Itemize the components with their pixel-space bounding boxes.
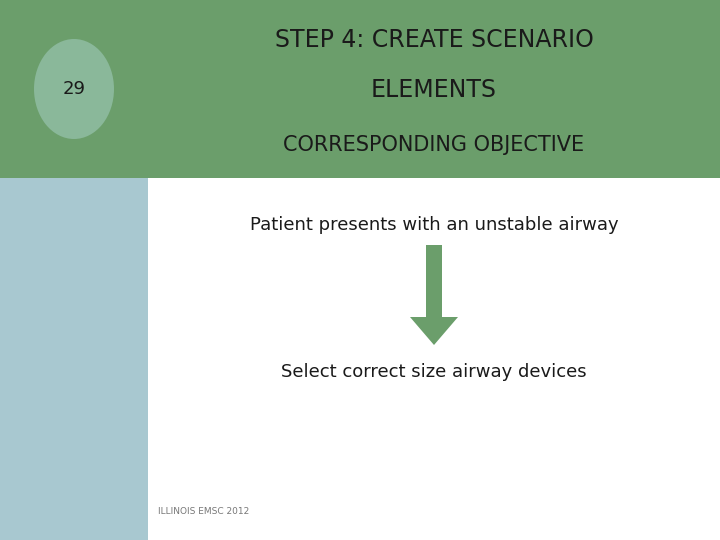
Text: ELEMENTS: ELEMENTS [371,78,497,102]
Text: 29: 29 [63,80,86,98]
Bar [0,0,720,178]
Text: CORRESPONDING OBJECTIVE: CORRESPONDING OBJECTIVE [284,135,585,155]
Text: Patient presents with an unstable airway: Patient presents with an unstable airway [250,216,618,234]
Ellipse shape [34,39,114,139]
Bar [0,0,148,540]
Text: STEP 4: CREATE SCENARIO: STEP 4: CREATE SCENARIO [274,28,593,52]
Text: Select correct size airway devices: Select correct size airway devices [282,363,587,381]
Text: ILLINOIS EMSC 2012: ILLINOIS EMSC 2012 [158,508,249,516]
FancyArrow shape [410,245,458,345]
